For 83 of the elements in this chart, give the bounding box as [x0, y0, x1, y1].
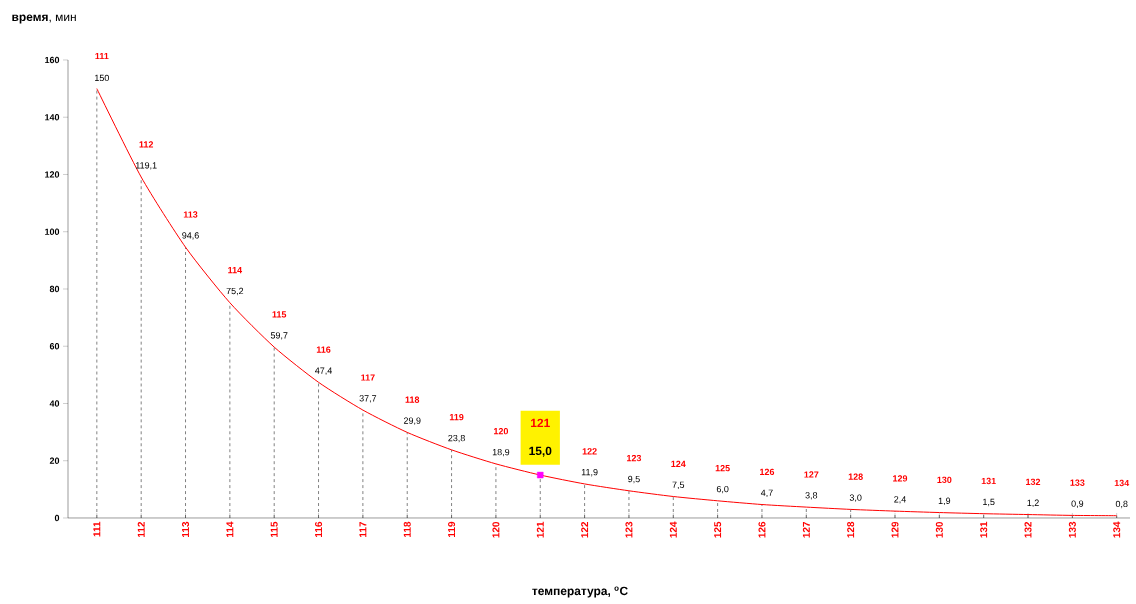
data-label: 11,9: [581, 468, 598, 477]
data-label: 1,9: [938, 497, 951, 506]
x-tick-label: 129: [891, 521, 899, 538]
x-tick-label: 115: [270, 521, 278, 537]
category-label: 122: [582, 448, 597, 455]
x-tick-label: 133: [1068, 521, 1076, 538]
x-tick-label: 124: [669, 521, 677, 538]
data-label: 59,7: [270, 332, 288, 340]
data-label: 3,8: [805, 492, 818, 500]
x-tick-label: 117: [359, 521, 367, 537]
category-label: 133: [1070, 479, 1085, 486]
category-label: 118: [405, 396, 420, 403]
category-label: 117: [361, 374, 375, 381]
data-label: 0,8: [1115, 500, 1128, 509]
category-label: 124: [671, 460, 686, 467]
x-tick-label: 122: [581, 521, 589, 538]
x-tick-label: 121: [536, 521, 544, 538]
category-label: 119: [449, 413, 464, 421]
x-tick-label: 118: [403, 521, 411, 537]
category-label: 116: [316, 346, 331, 353]
y-tick-label: 20: [49, 457, 60, 464]
y-tick-label: 120: [45, 171, 60, 178]
category-label: 111: [95, 52, 109, 60]
y-tick-label: 60: [49, 343, 60, 350]
y-tick-label: 160: [45, 56, 60, 64]
data-label: 9,5: [628, 475, 640, 484]
y-tick-label: 40: [49, 400, 60, 407]
category-label: 112: [139, 141, 154, 148]
category-label: 132: [1026, 478, 1041, 486]
category-label: 127: [804, 471, 819, 478]
x-tick-label: 125: [714, 521, 722, 538]
x-tick-label: 130: [935, 521, 943, 538]
data-label: 2,4: [894, 496, 906, 504]
x-tick-label: 114: [226, 521, 234, 537]
data-label: 15,0: [529, 446, 552, 457]
y-tick-label: 140: [45, 114, 60, 121]
data-label: 1,5: [983, 498, 995, 507]
category-label: 113: [183, 211, 198, 218]
x-axis-title: температура, $^{o}$C: [532, 586, 628, 598]
data-label: 75,2: [226, 287, 244, 296]
y-tick-label: 80: [49, 285, 60, 293]
data-label: 4,7: [760, 489, 773, 497]
data-label: 7,5: [672, 481, 685, 489]
data-label: 1,2: [1027, 499, 1039, 508]
x-tick-label: 128: [847, 521, 855, 538]
data-label: 37,7: [359, 395, 377, 403]
x-tick-label: 120: [492, 521, 500, 538]
x-tick-label: 119: [448, 521, 456, 537]
y-tick-label: 100: [45, 228, 60, 235]
data-label: 47,4: [315, 367, 332, 375]
category-label: 121: [531, 418, 550, 428]
data-label: 119,1: [135, 162, 157, 170]
x-tick-label: 126: [758, 521, 766, 538]
data-label: 18,9: [492, 448, 510, 457]
category-label: 126: [760, 468, 775, 476]
category-label: 114: [228, 267, 243, 274]
category-label: 129: [893, 475, 908, 482]
data-label: 94,6: [182, 232, 199, 240]
category-label: 128: [848, 473, 863, 480]
x-tick-label: 111: [93, 521, 101, 537]
x-tick-label: 123: [625, 521, 633, 538]
x-tick-label: 131: [980, 521, 988, 538]
x-tick-label: 127: [802, 521, 810, 538]
data-label: 3,0: [849, 494, 862, 502]
x-tick-label: 116: [315, 521, 323, 537]
data-label: 0,9: [1071, 500, 1084, 508]
x-tick-label: 134: [1113, 521, 1121, 538]
category-label: 123: [627, 454, 642, 462]
data-label: 150: [95, 74, 109, 82]
y-axis-title: время, мин: [12, 14, 76, 24]
x-tick-label: 112: [137, 521, 145, 537]
category-label: 131: [981, 477, 996, 485]
y-tick-label: 0: [54, 514, 60, 522]
x-tick-label: 113: [181, 521, 190, 537]
data-label: 23,8: [448, 434, 465, 443]
x-tick-label: 132: [1024, 521, 1032, 538]
category-label: 130: [937, 476, 952, 484]
category-label: 120: [494, 428, 509, 435]
data-label: 29,9: [403, 417, 421, 425]
category-label: 125: [715, 464, 730, 472]
category-label: 115: [272, 311, 287, 318]
data-label: 6,0: [716, 485, 729, 494]
category-label: 134: [1114, 479, 1130, 487]
